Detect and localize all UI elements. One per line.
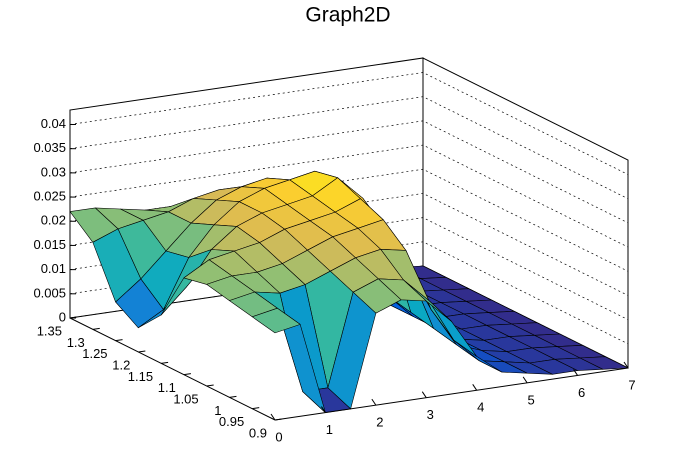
x-axis xyxy=(274,367,629,421)
grid-line xyxy=(69,193,629,296)
z-tick-label: 0.005 xyxy=(33,285,66,300)
x-tick xyxy=(472,384,478,391)
y-axis xyxy=(69,317,276,421)
grid-line xyxy=(69,241,629,345)
x-tick-label: 1 xyxy=(326,422,333,437)
y-tick xyxy=(115,339,123,342)
x-tick-label: 7 xyxy=(628,377,635,392)
x-tick xyxy=(321,406,326,413)
x-tick xyxy=(522,376,528,384)
y-tick xyxy=(229,395,237,398)
z-tick-label: 0.02 xyxy=(41,213,66,228)
y-tick-label: 1.05 xyxy=(173,391,198,406)
x-tick xyxy=(371,398,377,406)
x-tick-label: 3 xyxy=(427,407,434,422)
y-tick-label: 1.2 xyxy=(112,357,130,372)
grid-line xyxy=(69,96,629,200)
y-tick xyxy=(274,418,283,421)
x-tick xyxy=(573,369,578,376)
y-tick xyxy=(206,384,214,387)
surface-cell xyxy=(251,307,301,334)
y-tick-label: 1.15 xyxy=(128,369,153,384)
y-tick-label: 1.3 xyxy=(67,335,85,350)
y-tick xyxy=(92,327,100,330)
y-tick xyxy=(69,316,78,319)
z-tick-label: 0.035 xyxy=(33,140,66,155)
y-tick-label: 1 xyxy=(214,403,221,418)
y-tick-label: 0.9 xyxy=(249,425,267,440)
y-tick xyxy=(183,373,191,376)
grid-line xyxy=(69,217,629,320)
x-tick-label: 5 xyxy=(528,392,535,407)
z-tick-label: 0.01 xyxy=(41,261,66,276)
y-tick-label: 1.25 xyxy=(82,346,107,361)
x-tick xyxy=(623,361,629,369)
x-tick-label: 0 xyxy=(275,429,282,444)
x-tick xyxy=(270,413,276,421)
x-tick-label: 6 xyxy=(578,385,585,400)
z-tick-label: 0.025 xyxy=(33,189,66,204)
y-tick-label: 1.1 xyxy=(158,380,176,395)
z-tick-label: 0.015 xyxy=(33,237,66,252)
y-tick xyxy=(161,361,169,364)
z-tick-label: 0.03 xyxy=(41,164,66,179)
grid-line xyxy=(69,144,629,248)
z-tick-label: 0.04 xyxy=(41,116,66,131)
y-tick xyxy=(252,407,260,410)
z-tick-label: 0 xyxy=(59,309,66,324)
x-tick xyxy=(421,391,427,398)
y-tick-label: 0.95 xyxy=(219,414,244,429)
chart-title: Graph2D xyxy=(305,4,390,27)
x-tick-label: 2 xyxy=(376,415,383,430)
y-tick xyxy=(138,350,146,353)
grid-line xyxy=(69,120,629,224)
x-tick-label: 4 xyxy=(477,400,484,415)
grid-line xyxy=(69,72,629,175)
grid-line xyxy=(69,168,629,272)
y-tick-label: 1.35 xyxy=(37,323,62,338)
